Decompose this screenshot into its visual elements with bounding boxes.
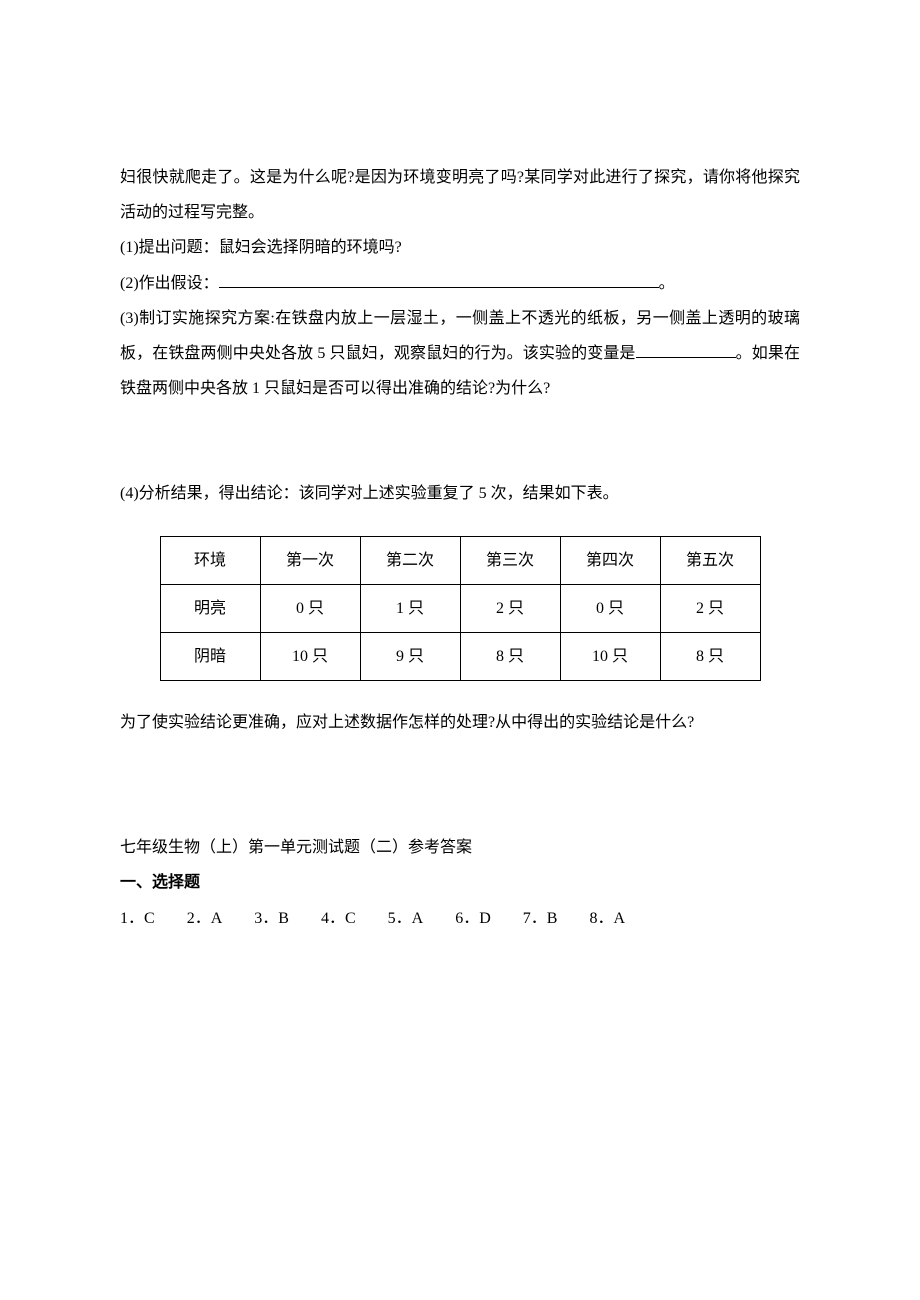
answer-item: 2．A bbox=[187, 901, 223, 936]
answer-item: 3．B bbox=[254, 901, 289, 936]
answer-line: 1．C 2．A 3．B 4．C 5．A 6．D 7．B 8．A bbox=[120, 901, 800, 936]
table-header-cell: 第一次 bbox=[260, 536, 360, 584]
answer-item: 4．C bbox=[321, 901, 356, 936]
q2-prefix: (2)作出假设： bbox=[120, 275, 219, 292]
table-cell: 10 只 bbox=[560, 632, 660, 680]
table-row: 明亮 0 只 1 只 2 只 0 只 2 只 bbox=[160, 584, 760, 632]
table-cell: 0 只 bbox=[260, 584, 360, 632]
table-cell: 明亮 bbox=[160, 584, 260, 632]
answer-item: 7．B bbox=[523, 901, 558, 936]
table-header-cell: 第二次 bbox=[360, 536, 460, 584]
question-3: (3)制订实施探究方案:在铁盘内放上一层湿土，一侧盖上不透光的纸板，另一侧盖上透… bbox=[120, 301, 800, 407]
results-table: 环境 第一次 第二次 第三次 第四次 第五次 明亮 0 只 1 只 2 只 0 … bbox=[160, 536, 761, 682]
table-cell: 阴暗 bbox=[160, 632, 260, 680]
followup-question: 为了使实验结论更准确，应对上述数据作怎样的处理?从中得出的实验结论是什么? bbox=[120, 705, 800, 740]
table-cell: 1 只 bbox=[360, 584, 460, 632]
spacer bbox=[120, 740, 800, 830]
question-4: (4)分析结果，得出结论：该同学对上述实验重复了 5 次，结果如下表。 bbox=[120, 476, 800, 511]
blank-short bbox=[636, 340, 736, 358]
answer-item: 1．C bbox=[120, 901, 155, 936]
table-header-row: 环境 第一次 第二次 第三次 第四次 第五次 bbox=[160, 536, 760, 584]
question-1: (1)提出问题：鼠妇会选择阴暗的环境吗? bbox=[120, 230, 800, 265]
answer-item: 8．A bbox=[589, 901, 625, 936]
answer-item: 5．A bbox=[388, 901, 424, 936]
table-cell: 2 只 bbox=[660, 584, 760, 632]
table-header-cell: 环境 bbox=[160, 536, 260, 584]
spacer bbox=[120, 512, 800, 536]
spacer bbox=[120, 406, 800, 476]
table-cell: 10 只 bbox=[260, 632, 360, 680]
spacer bbox=[120, 681, 800, 705]
table-cell: 8 只 bbox=[460, 632, 560, 680]
table-cell: 8 只 bbox=[660, 632, 760, 680]
table-header-cell: 第四次 bbox=[560, 536, 660, 584]
q2-suffix: 。 bbox=[659, 275, 675, 292]
table-cell: 0 只 bbox=[560, 584, 660, 632]
table-header-cell: 第三次 bbox=[460, 536, 560, 584]
section-heading: 一、选择题 bbox=[120, 865, 800, 900]
blank-long bbox=[219, 270, 659, 288]
table-header-cell: 第五次 bbox=[660, 536, 760, 584]
answer-item: 6．D bbox=[455, 901, 491, 936]
table-row: 阴暗 10 只 9 只 8 只 10 只 8 只 bbox=[160, 632, 760, 680]
table-cell: 2 只 bbox=[460, 584, 560, 632]
question-2: (2)作出假设： 。 bbox=[120, 266, 800, 301]
intro-paragraph: 妇很快就爬走了。这是为什么呢?是因为环境变明亮了吗?某同学对此进行了探究，请你将… bbox=[120, 160, 800, 230]
answer-key-title: 七年级生物（上）第一单元测试题（二）参考答案 bbox=[120, 830, 800, 865]
document-content: 妇很快就爬走了。这是为什么呢?是因为环境变明亮了吗?某同学对此进行了探究，请你将… bbox=[120, 160, 800, 936]
table-cell: 9 只 bbox=[360, 632, 460, 680]
